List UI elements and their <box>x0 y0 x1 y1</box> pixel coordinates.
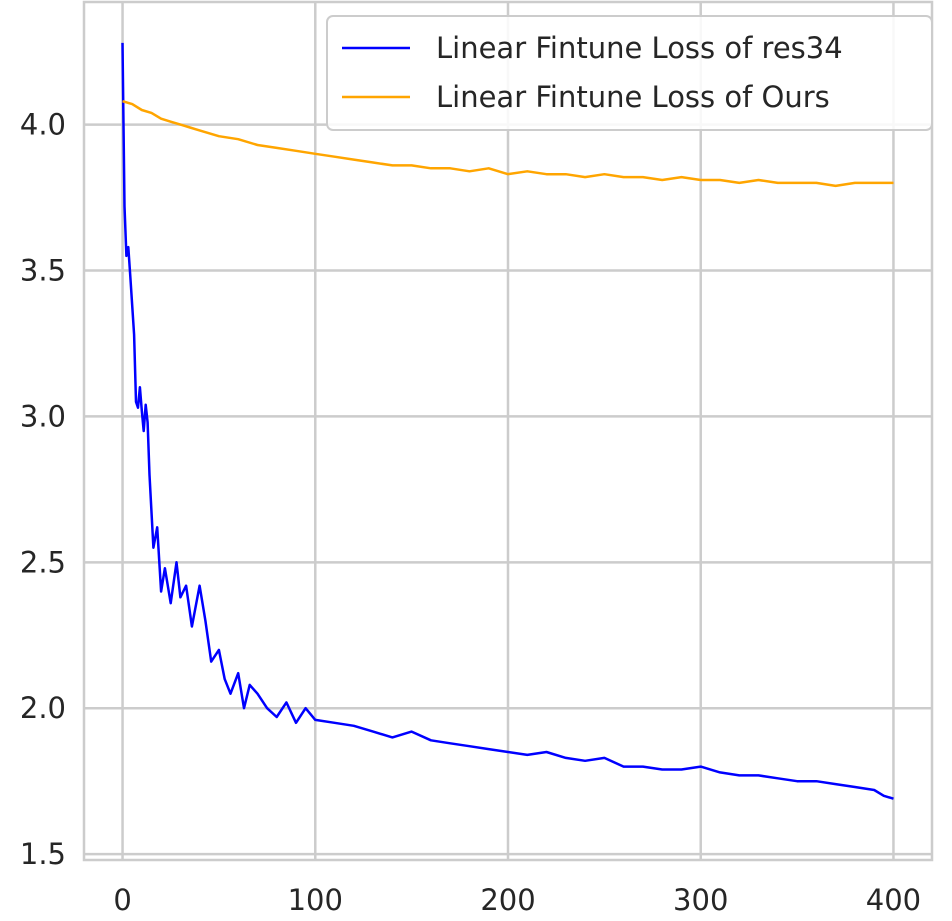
x-tick-label: 0 <box>113 883 131 917</box>
y-tick-label: 4.0 <box>20 108 66 142</box>
y-tick-label: 2.5 <box>20 545 66 579</box>
x-tick-label: 400 <box>866 883 921 917</box>
y-tick-label: 2.0 <box>20 691 66 725</box>
legend-box <box>326 15 933 131</box>
legend: Linear Fintune Loss of res34 Linear Fint… <box>326 15 933 131</box>
tick-labels: 0 100 200 300 400 1.5 2.0 2.5 3.0 3.5 4.0 <box>20 108 921 917</box>
legend-label-ours: Linear Fintune Loss of Ours <box>436 80 830 114</box>
series-line-res34 <box>121 42 894 800</box>
series-layer <box>121 42 894 800</box>
y-tick-label: 1.5 <box>20 837 66 871</box>
x-tick-label: 100 <box>288 883 343 917</box>
legend-label-res34: Linear Fintune Loss of res34 <box>436 31 843 65</box>
y-tick-label: 3.0 <box>20 399 66 433</box>
x-tick-label: 200 <box>480 883 535 917</box>
plot-frame <box>82 0 934 862</box>
series-line-ours <box>122 100 894 188</box>
x-tick-label: 300 <box>673 883 728 917</box>
y-tick-label: 3.5 <box>20 253 66 287</box>
